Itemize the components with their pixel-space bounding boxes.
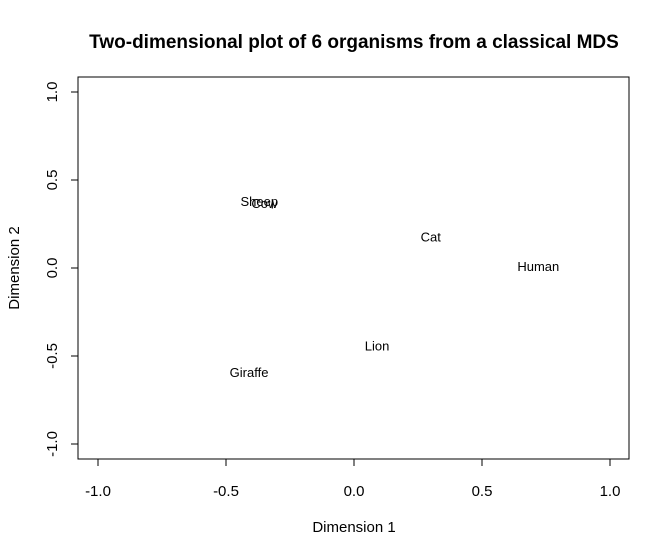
x-tick-label: -0.5	[213, 483, 239, 500]
chart-title: Two-dimensional plot of 6 organisms from…	[89, 32, 619, 53]
y-axis: -1.0 -0.5 0.0 0.5 1.0	[44, 82, 79, 457]
point-label-lion: Lion	[365, 338, 390, 353]
x-axis: -1.0 -0.5 0.0 0.5 1.0	[85, 458, 621, 500]
x-tick-label: 0.0	[344, 483, 365, 500]
x-axis-title: Dimension 1	[312, 519, 395, 536]
y-tick-label: 0.0	[44, 258, 61, 279]
point-label-cat: Cat	[421, 229, 442, 244]
y-tick-label: -0.5	[44, 343, 61, 369]
y-tick-label: 0.5	[44, 170, 61, 191]
point-label-sheep: Sheep	[240, 194, 278, 209]
x-tick-label: -1.0	[85, 483, 111, 500]
x-tick-label: 0.5	[472, 483, 493, 500]
point-label-human: Human	[517, 259, 559, 274]
y-axis-title: Dimension 2	[6, 226, 23, 309]
point-label-giraffe: Giraffe	[230, 365, 269, 380]
y-tick-label: 1.0	[44, 82, 61, 103]
x-tick-label: 1.0	[600, 483, 621, 500]
y-tick-label: -1.0	[44, 431, 61, 457]
point-label-cow: Cow	[251, 196, 278, 211]
